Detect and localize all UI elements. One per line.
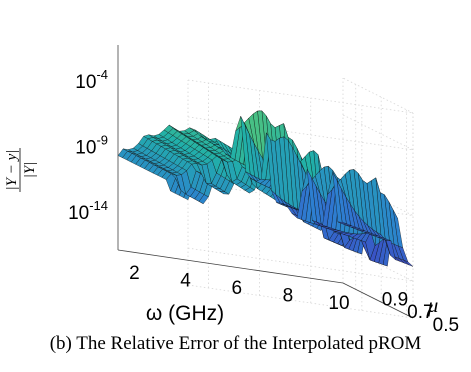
z-label-numerator: |Y − y| <box>4 150 20 191</box>
omega-axis-label: ω (GHz) <box>146 302 224 325</box>
axes-layer <box>117 45 414 319</box>
omega-tick-label: 2 <box>129 263 140 284</box>
figure-caption: (b) The Relative Error of the Interpolat… <box>49 333 422 354</box>
error-surface <box>117 110 414 267</box>
z-tick-label: 10-9 <box>75 133 108 159</box>
omega-tick-label: 10 <box>328 293 349 314</box>
mu-axis-line <box>342 282 414 319</box>
surface-patch <box>337 221 348 225</box>
mu-tick-label: 0.7 <box>407 302 433 323</box>
z-tick-label: 10-14 <box>68 198 108 224</box>
mu-axis-label: μ <box>427 293 439 317</box>
mu-tick-label: 0.9 <box>382 289 408 310</box>
z-axis-label: |Y − y| |Y| <box>4 148 38 192</box>
omega-tick-label: 4 <box>180 271 191 292</box>
omega-axis-line <box>117 249 344 284</box>
mu-tick-label: 0.5 <box>433 315 459 336</box>
z-tick-label: 10-4 <box>75 67 108 93</box>
z-label-denominator: |Y| <box>22 162 38 179</box>
box-edge-6 <box>342 77 414 114</box>
box-edge-5 <box>187 79 414 114</box>
labels-layer: 2 4 6 8 10 0.50.70.9 10-4 10-9 10-14 ω (GHz) μ |Y −… <box>4 67 459 336</box>
omega-tick-label: 6 <box>231 278 242 299</box>
omega-tick-label: 8 <box>283 286 294 307</box>
